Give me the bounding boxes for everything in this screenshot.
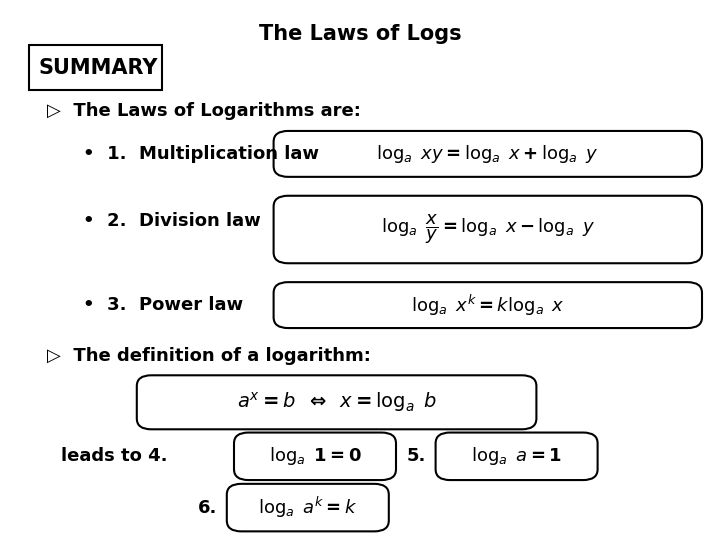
Text: •  3.  Power law: • 3. Power law <box>83 296 243 314</box>
Text: $\mathbf{\log_{\mathit{a}}\ \mathit{a}^{\mathit{k}} = \mathit{k}}$: $\mathbf{\log_{\mathit{a}}\ \mathit{a}^{… <box>258 495 357 520</box>
Text: $\mathbf{\mathit{a}^{\mathit{x}} = \mathit{b} \;\;\Leftrightarrow\;\; \mathit{x}: $\mathbf{\mathit{a}^{\mathit{x}} = \math… <box>237 390 436 414</box>
FancyBboxPatch shape <box>436 433 598 480</box>
Text: $\mathbf{\log_{\mathit{a}}\ 1 = 0}$: $\mathbf{\log_{\mathit{a}}\ 1 = 0}$ <box>269 446 361 467</box>
FancyBboxPatch shape <box>137 375 536 429</box>
Text: 6.: 6. <box>198 498 217 517</box>
Text: The Laws of Logs: The Laws of Logs <box>258 24 462 44</box>
Text: leads to 4.: leads to 4. <box>61 447 168 465</box>
Text: $\mathbf{\log_{\mathit{a}}\ \mathit{xy} = \log_{\mathit{a}}\ \mathit{x} + \log_{: $\mathbf{\log_{\mathit{a}}\ \mathit{xy} … <box>377 143 599 165</box>
Text: $\mathbf{\log_{\mathit{a}}\ \dfrac{\mathit{x}}{\mathit{y}} = \log_{\mathit{a}}\ : $\mathbf{\log_{\mathit{a}}\ \dfrac{\math… <box>381 213 595 246</box>
Text: ▷  The Laws of Logarithms are:: ▷ The Laws of Logarithms are: <box>47 102 361 120</box>
FancyBboxPatch shape <box>29 45 162 90</box>
Text: SUMMARY: SUMMARY <box>38 57 158 78</box>
Text: •  1.  Multiplication law: • 1. Multiplication law <box>83 145 319 163</box>
FancyBboxPatch shape <box>274 195 702 263</box>
FancyBboxPatch shape <box>274 131 702 177</box>
Text: ▷  The definition of a logarithm:: ▷ The definition of a logarithm: <box>47 347 371 366</box>
FancyBboxPatch shape <box>274 282 702 328</box>
Text: 5.: 5. <box>407 447 426 465</box>
FancyBboxPatch shape <box>234 433 396 480</box>
Text: •  2.  Division law: • 2. Division law <box>83 212 261 231</box>
Text: $\mathbf{\log_{\mathit{a}}\ \mathit{x}^{\mathit{k}} = \mathit{k}\log_{\mathit{a}: $\mathbf{\log_{\mathit{a}}\ \mathit{x}^{… <box>411 293 564 318</box>
FancyBboxPatch shape <box>227 484 389 531</box>
Text: $\mathbf{\log_{\mathit{a}}\ \mathit{a} = 1}$: $\mathbf{\log_{\mathit{a}}\ \mathit{a} =… <box>471 446 562 467</box>
